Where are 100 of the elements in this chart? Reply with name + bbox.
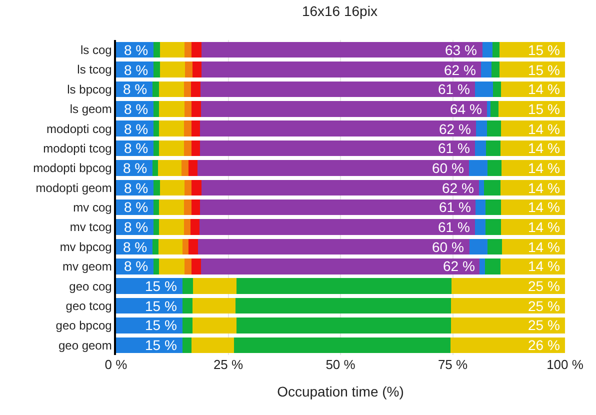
bar	[235, 298, 451, 314]
bar	[191, 140, 200, 156]
bar	[191, 258, 201, 274]
bar	[482, 42, 493, 58]
bar	[158, 238, 182, 255]
data-label: 8 %	[123, 160, 148, 176]
bar	[487, 160, 502, 176]
bar	[160, 62, 186, 78]
bar	[498, 101, 565, 117]
bar	[190, 81, 200, 98]
data-label: 14 %	[528, 121, 560, 137]
y-tick-label: ls bpcog	[67, 82, 112, 96]
bar	[191, 120, 200, 136]
bar	[182, 337, 192, 354]
data-label: 15 %	[145, 317, 177, 333]
bar	[200, 219, 475, 235]
x-tick-label: 0 %	[104, 357, 128, 372]
bar	[476, 199, 486, 216]
bar	[192, 62, 202, 78]
bar	[153, 42, 160, 58]
data-label: 62 %	[442, 180, 474, 196]
data-label: 63 %	[445, 42, 477, 58]
data-label: 8 %	[124, 219, 148, 235]
y-tick-label: mv bpcog	[60, 240, 112, 254]
bar	[486, 199, 501, 216]
bar	[184, 180, 192, 196]
bar	[486, 101, 490, 117]
bar	[450, 318, 565, 334]
data-label: 62 %	[444, 62, 476, 78]
bar	[198, 238, 470, 255]
bar	[182, 298, 192, 314]
bar	[485, 258, 500, 274]
data-label: 61 %	[438, 81, 470, 97]
bar	[184, 219, 191, 235]
bar	[188, 160, 198, 176]
bar	[182, 278, 193, 294]
bar	[502, 160, 565, 176]
x-tick-label: 25 %	[213, 357, 244, 372]
bar	[159, 199, 184, 216]
bar	[191, 337, 234, 354]
bar	[188, 238, 198, 255]
data-label: 14 %	[528, 160, 560, 176]
data-label: 14 %	[528, 81, 560, 97]
bar	[234, 337, 451, 354]
bar	[192, 298, 236, 314]
bar	[184, 199, 192, 216]
bar	[184, 42, 192, 58]
bar	[190, 219, 200, 235]
x-tick-label: 50 %	[326, 357, 356, 372]
bar	[116, 278, 182, 294]
bar	[152, 160, 158, 176]
bar	[475, 81, 494, 98]
bar	[475, 140, 486, 156]
bar	[200, 199, 476, 216]
bar	[499, 62, 565, 78]
y-tick-label: mv cog	[73, 200, 112, 215]
data-label: 25 %	[528, 317, 560, 333]
bar	[481, 62, 492, 78]
x-tick-label: 75 %	[438, 357, 468, 372]
bar	[182, 160, 189, 176]
y-tick-label: ls cog	[80, 43, 112, 58]
data-label: 8 %	[123, 81, 148, 97]
chart-title: 16x16 16pix	[302, 3, 378, 20]
bar	[152, 238, 159, 255]
bar	[191, 199, 200, 216]
bar	[182, 238, 189, 255]
data-label: 14 %	[528, 258, 560, 274]
data-label: 61 %	[439, 199, 471, 215]
bar	[191, 180, 202, 196]
y-tick-label: modopti tcog	[43, 141, 112, 156]
data-label: 25 %	[528, 278, 560, 294]
bar	[474, 219, 486, 235]
data-label: 8 %	[124, 42, 148, 58]
bar	[158, 160, 182, 176]
bar	[486, 219, 501, 235]
data-label: 15 %	[145, 278, 177, 294]
bar	[200, 81, 476, 98]
y-tick-label: ls geom	[70, 102, 112, 116]
bar	[480, 258, 486, 274]
bar	[201, 62, 482, 78]
bar	[450, 337, 565, 354]
bar	[159, 140, 184, 156]
data-label: 8 %	[124, 121, 148, 137]
bar	[492, 42, 500, 58]
data-label: 15 %	[528, 101, 560, 117]
bar	[486, 120, 502, 136]
bar	[200, 101, 487, 117]
data-label: 8 %	[124, 101, 148, 117]
bar	[153, 258, 160, 274]
bar	[191, 101, 201, 117]
bar	[201, 180, 479, 196]
bar	[159, 101, 185, 117]
bar	[486, 140, 500, 156]
bar	[487, 238, 502, 255]
bar	[200, 258, 480, 274]
bar	[501, 120, 565, 136]
bar	[500, 219, 565, 235]
y-tick-label: geo cog	[69, 279, 112, 294]
bar	[153, 180, 160, 196]
bar	[153, 140, 160, 156]
